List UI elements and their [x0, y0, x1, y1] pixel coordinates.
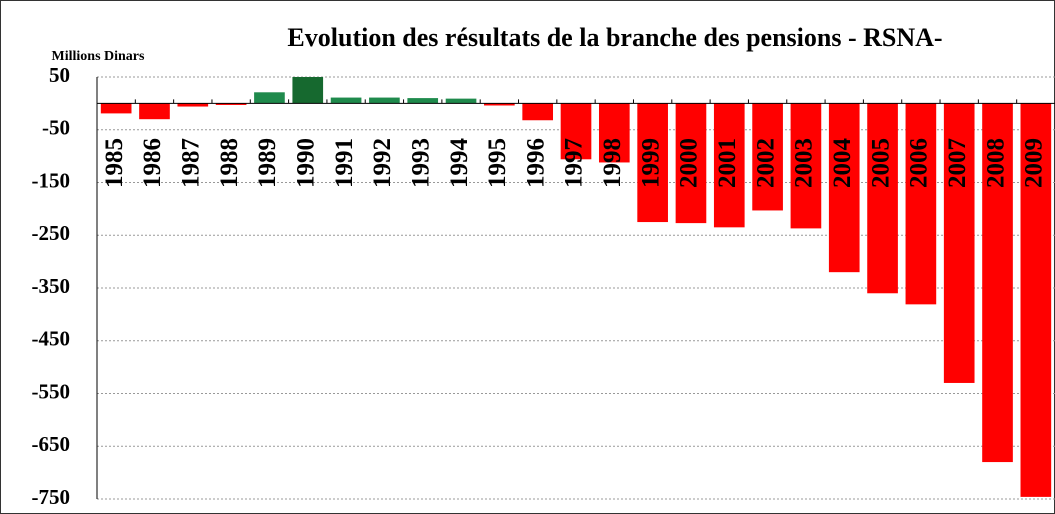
- x-tick-label: 2006: [906, 138, 933, 188]
- bar: [1020, 103, 1052, 497]
- y-tick-label: -50: [42, 116, 70, 140]
- bar: [139, 103, 170, 120]
- bar: [292, 77, 324, 104]
- y-tick-label: -450: [32, 327, 71, 351]
- bar: [369, 97, 400, 104]
- bar: [254, 92, 285, 104]
- x-tick-label: 1993: [407, 138, 434, 188]
- bar: [943, 103, 975, 383]
- x-tick-label: 1999: [637, 138, 664, 188]
- x-tick-label: 2002: [752, 138, 779, 188]
- x-tick-label: 1991: [331, 138, 358, 188]
- x-tick-label: 1995: [484, 138, 511, 188]
- x-tick-label: 1989: [254, 138, 281, 188]
- x-tick-label: 1994: [446, 138, 473, 189]
- x-tick-label: 1996: [522, 138, 549, 188]
- x-tick-label: 2000: [676, 138, 703, 188]
- y-axis-label: Millions Dinars: [52, 49, 146, 64]
- bar: [713, 103, 745, 228]
- x-tick-label: 1997: [561, 138, 588, 188]
- bar: [560, 103, 592, 160]
- bar: [828, 103, 860, 273]
- bar: [790, 103, 822, 229]
- bar: [445, 98, 477, 104]
- y-tick-label: -350: [32, 274, 71, 298]
- x-tick-label: 1990: [292, 138, 319, 188]
- x-tick-label: 2005: [867, 138, 894, 188]
- bar: [177, 103, 209, 107]
- chart-title: Evolution des résultats de la branche de…: [287, 23, 942, 52]
- bar: [752, 103, 783, 211]
- bar: [905, 103, 937, 305]
- y-tick-label: -550: [32, 379, 71, 403]
- bar: [330, 97, 362, 104]
- x-tick-label: 2001: [714, 138, 741, 188]
- x-tick-label: 1986: [139, 138, 166, 188]
- x-tick-label: 2004: [829, 138, 856, 189]
- bar: [407, 98, 439, 104]
- y-tick-label: -150: [32, 168, 71, 192]
- y-tick-label: -250: [32, 221, 71, 245]
- bar: [522, 103, 554, 121]
- x-tick-label: 2008: [982, 138, 1009, 188]
- x-tick-label: 1992: [369, 138, 396, 188]
- x-tick-label: 2003: [791, 138, 818, 188]
- y-tick-label: 50: [49, 63, 70, 87]
- x-tick-label: 2009: [1021, 138, 1048, 188]
- y-tick-label: -750: [32, 485, 71, 509]
- bar: [637, 103, 668, 223]
- y-tick-label: -650: [32, 432, 71, 456]
- x-tick-label: 1987: [178, 138, 205, 188]
- bar: [484, 103, 515, 106]
- bar: [215, 103, 247, 105]
- x-tick-label: 1988: [216, 138, 243, 188]
- bar: [867, 103, 898, 294]
- x-tick-label: 1998: [599, 138, 626, 188]
- bar: [675, 103, 707, 224]
- bar: [100, 103, 132, 114]
- bar: [598, 103, 630, 163]
- x-tick-label: 1985: [101, 138, 128, 188]
- x-tick-label: 2007: [944, 138, 971, 188]
- bar: [982, 103, 1013, 463]
